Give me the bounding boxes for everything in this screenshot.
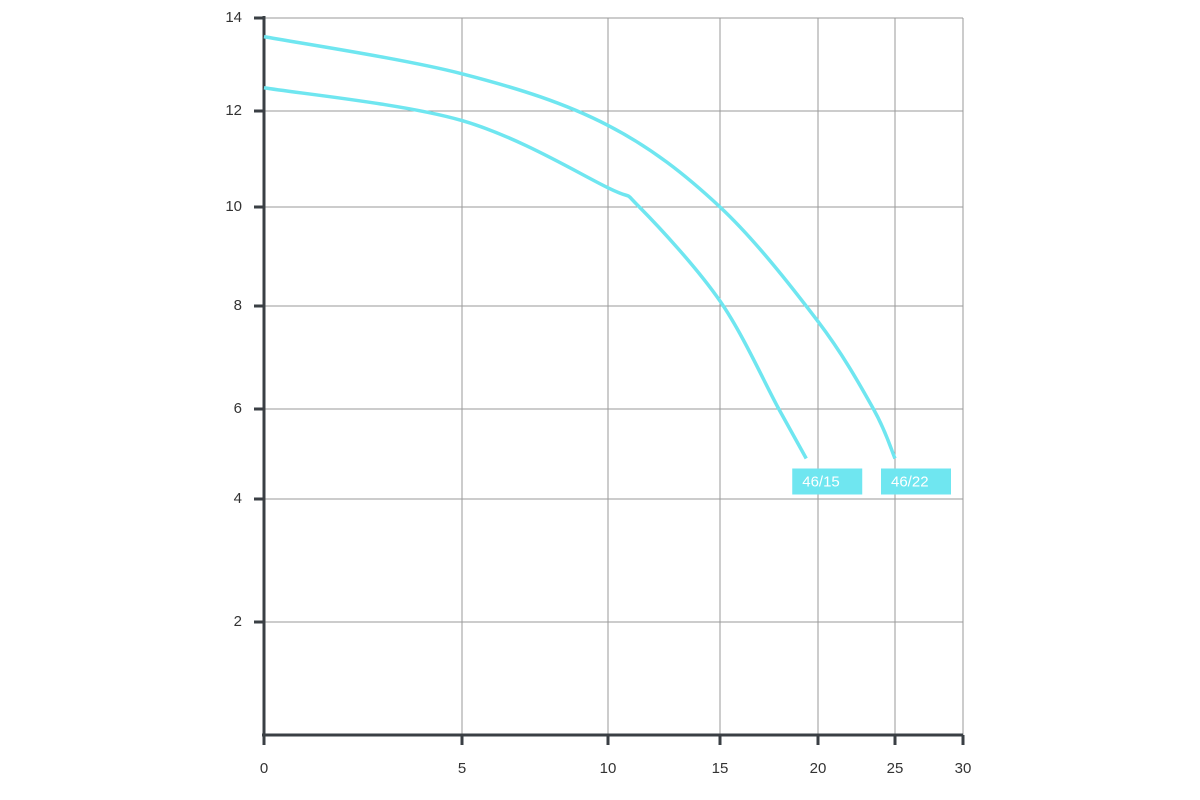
- x-tick-label: 15: [712, 760, 729, 777]
- curve: [263, 34, 897, 460]
- x-tick-label: 5: [458, 760, 466, 777]
- x-tick-label: 30: [955, 760, 972, 777]
- legend-box: [792, 468, 863, 495]
- legend-label: 46/15: [802, 473, 840, 490]
- y-tick-label: 12: [225, 102, 242, 119]
- legend-box: [881, 468, 951, 495]
- x-tick-label: 20: [810, 760, 827, 777]
- y-tick-label: 8: [234, 297, 242, 314]
- y-tick-label: 10: [225, 198, 242, 215]
- legend-label: 46/22: [891, 473, 929, 490]
- y-tick-label: 2: [234, 613, 242, 630]
- y-tick-label: 14: [225, 9, 242, 26]
- curve: [263, 86, 808, 460]
- y-tick-label: 6: [234, 400, 242, 417]
- x-tick-label: 25: [887, 760, 904, 777]
- x-tick-label: 10: [600, 760, 617, 777]
- y-tick-label: 4: [234, 490, 242, 507]
- x-tick-label: 0: [260, 760, 268, 777]
